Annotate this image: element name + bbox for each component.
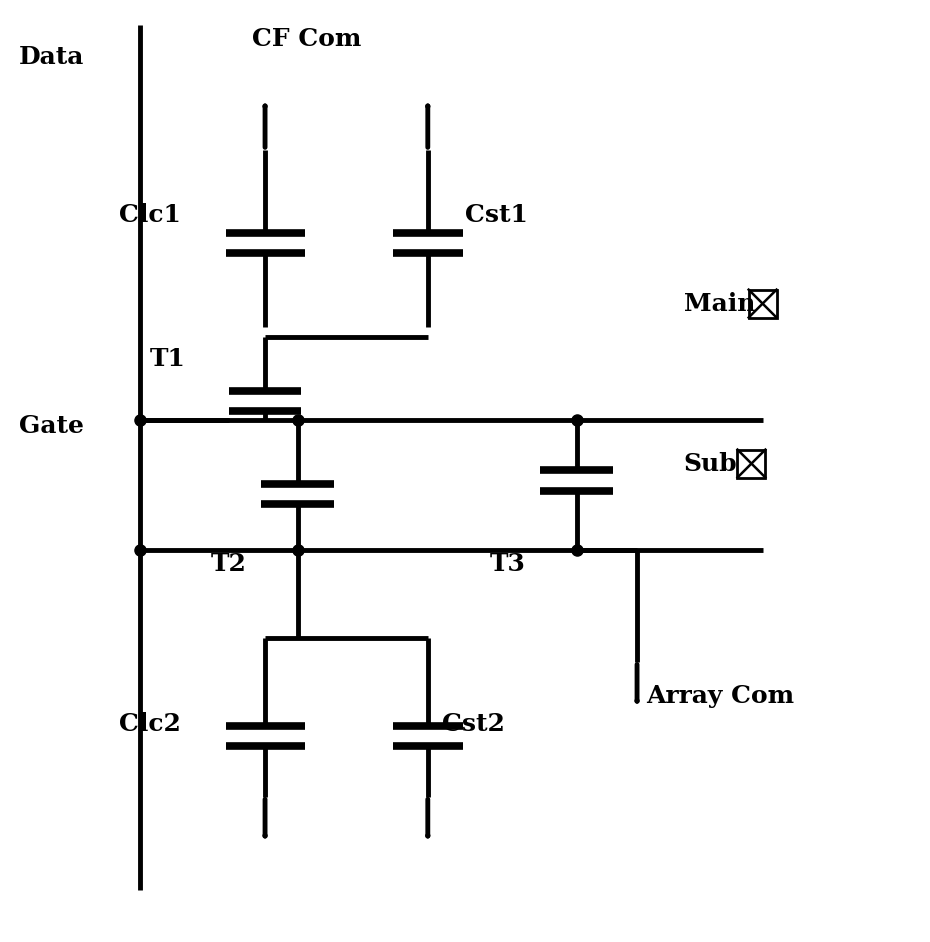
- Text: Cst2: Cst2: [442, 712, 505, 736]
- Text: Sub: Sub: [684, 451, 737, 476]
- Text: CF Com: CF Com: [252, 26, 362, 51]
- Bar: [737, 449, 765, 478]
- Text: Array Com: Array Com: [646, 684, 794, 708]
- Text: Gate: Gate: [19, 414, 84, 438]
- Text: Cst1: Cst1: [465, 203, 528, 227]
- Text: T2: T2: [210, 552, 246, 576]
- Text: Clc1: Clc1: [119, 203, 181, 227]
- Bar: [749, 289, 777, 317]
- Text: Data: Data: [19, 45, 84, 69]
- Text: Clc2: Clc2: [119, 712, 181, 736]
- Text: T3: T3: [489, 552, 525, 576]
- Text: T1: T1: [150, 348, 186, 371]
- Text: Main: Main: [684, 292, 755, 316]
